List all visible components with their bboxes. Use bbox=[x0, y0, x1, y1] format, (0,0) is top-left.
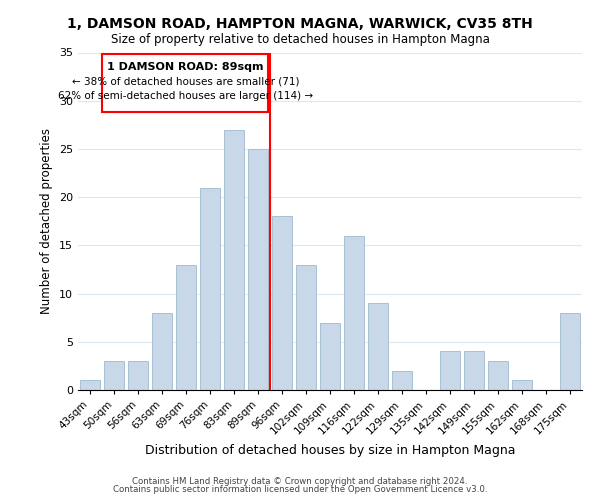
Text: 1 DAMSON ROAD: 89sqm: 1 DAMSON ROAD: 89sqm bbox=[107, 62, 263, 72]
Bar bbox=[103, 54, 268, 112]
Bar bbox=[488, 361, 508, 390]
Text: 62% of semi-detached houses are larger (114) →: 62% of semi-detached houses are larger (… bbox=[58, 91, 313, 101]
Bar bbox=[200, 188, 220, 390]
Bar bbox=[512, 380, 532, 390]
X-axis label: Distribution of detached houses by size in Hampton Magna: Distribution of detached houses by size … bbox=[145, 444, 515, 457]
Text: ← 38% of detached houses are smaller (71): ← 38% of detached houses are smaller (71… bbox=[71, 76, 299, 86]
Text: 1, DAMSON ROAD, HAMPTON MAGNA, WARWICK, CV35 8TH: 1, DAMSON ROAD, HAMPTON MAGNA, WARWICK, … bbox=[67, 18, 533, 32]
Bar bbox=[440, 352, 460, 390]
Text: Contains public sector information licensed under the Open Government Licence v3: Contains public sector information licen… bbox=[113, 485, 487, 494]
Bar bbox=[296, 264, 316, 390]
Bar bbox=[560, 313, 580, 390]
Text: Size of property relative to detached houses in Hampton Magna: Size of property relative to detached ho… bbox=[110, 32, 490, 46]
Y-axis label: Number of detached properties: Number of detached properties bbox=[40, 128, 53, 314]
Bar bbox=[128, 361, 148, 390]
Bar bbox=[320, 322, 340, 390]
Bar bbox=[272, 216, 292, 390]
Bar bbox=[176, 264, 196, 390]
Bar bbox=[152, 313, 172, 390]
Text: Contains HM Land Registry data © Crown copyright and database right 2024.: Contains HM Land Registry data © Crown c… bbox=[132, 477, 468, 486]
Bar bbox=[104, 361, 124, 390]
Bar bbox=[224, 130, 244, 390]
Bar bbox=[80, 380, 100, 390]
Bar bbox=[368, 303, 388, 390]
Bar bbox=[344, 236, 364, 390]
Bar bbox=[464, 352, 484, 390]
Bar bbox=[248, 149, 268, 390]
Bar bbox=[392, 370, 412, 390]
